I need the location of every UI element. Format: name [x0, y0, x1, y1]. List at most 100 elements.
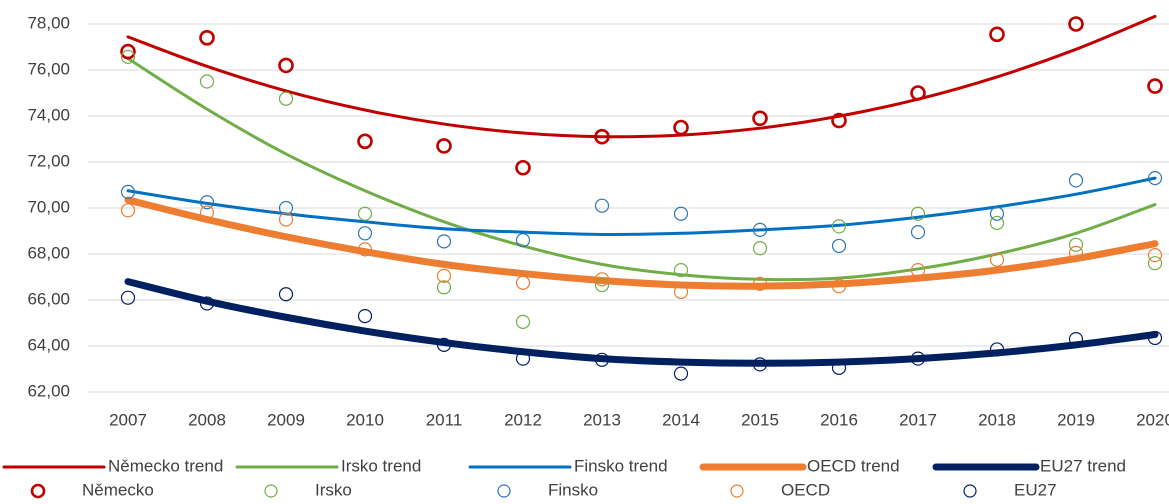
- y-tick-label: 78,00: [27, 13, 70, 32]
- y-tick-label: 74,00: [27, 105, 70, 124]
- data-point: [278, 212, 294, 227]
- data-point: [673, 366, 689, 381]
- x-tick-label: 2012: [504, 410, 542, 429]
- x-tick-label: 2013: [583, 410, 621, 429]
- data-point: [594, 352, 610, 367]
- data-point: [199, 296, 215, 311]
- data-point: [199, 205, 215, 220]
- data-point: [752, 222, 768, 237]
- x-tick-label: 2017: [899, 410, 937, 429]
- data-point: [278, 91, 294, 106]
- trend-lines: [124, 14, 1159, 367]
- y-tick-label: 70,00: [27, 197, 70, 216]
- data-point: [120, 203, 136, 218]
- data-point: [594, 198, 610, 213]
- y-tick-label: 64,00: [27, 335, 70, 354]
- data-point: [673, 206, 689, 221]
- trend-line: [126, 176, 1157, 236]
- data-point: [1068, 332, 1084, 347]
- y-tick-label: 76,00: [27, 59, 70, 78]
- data-point: [1068, 16, 1084, 32]
- data-point: [1068, 237, 1084, 252]
- legend-label: Irsko trend: [341, 456, 421, 475]
- data-point: [515, 233, 531, 248]
- data-point: [1147, 330, 1163, 346]
- data-point: [989, 26, 1005, 43]
- data-point: [989, 206, 1005, 221]
- legend-label: Německo trend: [108, 456, 223, 475]
- data-point: [752, 276, 768, 291]
- trend-line: [126, 14, 1157, 139]
- legend-swatch: [30, 483, 46, 499]
- y-tick-label: 68,00: [27, 243, 70, 262]
- x-tick-label: 2014: [662, 410, 700, 429]
- data-point: [436, 280, 452, 295]
- x-tick-label: 2016: [820, 410, 858, 429]
- data-point: [831, 112, 847, 129]
- data-point: [594, 272, 610, 287]
- data-point: [831, 279, 847, 294]
- data-point: [1068, 245, 1084, 260]
- data-point: [910, 263, 926, 278]
- x-tick-label: 2009: [267, 410, 305, 429]
- x-tick-label: 2011: [426, 410, 463, 429]
- trend-line: [124, 278, 1159, 367]
- data-point: [515, 351, 531, 366]
- data-point: [199, 29, 215, 46]
- data-point: [752, 110, 768, 127]
- data-point: [120, 184, 136, 199]
- legend: Německo trend Irsko trend Finsko trend OECD…: [2, 456, 1126, 499]
- data-point: [357, 242, 373, 257]
- data-point: [910, 85, 926, 101]
- legend-label: OECD trend: [807, 456, 900, 475]
- x-tick-label: 2018: [978, 410, 1016, 429]
- x-tick-label: 2015: [741, 410, 779, 429]
- x-tick-label: 2010: [346, 410, 384, 429]
- legend-label: Německo: [82, 480, 154, 499]
- data-point: [199, 195, 215, 210]
- data-point: [278, 200, 294, 216]
- y-tick-label: 66,00: [27, 289, 70, 308]
- data-point: [278, 287, 294, 302]
- data-point: [436, 337, 452, 352]
- x-tick-label: 2008: [188, 410, 226, 429]
- data-point: [752, 357, 768, 372]
- data-point: [436, 138, 452, 154]
- data-point: [594, 277, 610, 293]
- data-point: [831, 219, 847, 234]
- data-point: [357, 226, 373, 241]
- data-point: [910, 206, 926, 221]
- data-point: [1068, 173, 1084, 188]
- data-point: [436, 268, 452, 283]
- data-point: [1147, 256, 1163, 271]
- data-point: [199, 74, 215, 89]
- data-point: [831, 360, 847, 375]
- data-point: [594, 128, 610, 145]
- x-tick-label: 2019: [1057, 410, 1095, 429]
- legend-label: EU27: [1014, 480, 1057, 499]
- data-point: [515, 314, 531, 329]
- x-tick-label: 2007: [109, 410, 147, 429]
- legend-label: Finsko trend: [574, 456, 668, 475]
- data-point: [831, 238, 847, 254]
- data-point: [357, 309, 373, 324]
- trend-line: [124, 196, 1159, 290]
- data-point: [515, 159, 531, 176]
- data-point: [436, 234, 452, 249]
- data-point: [989, 215, 1005, 231]
- data-points: [120, 16, 1163, 381]
- data-point: [910, 225, 926, 240]
- data-point: [1147, 171, 1163, 186]
- data-point: [989, 342, 1005, 357]
- data-point: [1147, 248, 1163, 263]
- data-point: [515, 275, 531, 290]
- legend-label: Irsko: [315, 480, 352, 499]
- data-point: [120, 290, 136, 305]
- legend-label: OECD: [781, 480, 830, 499]
- legend-swatch: [264, 484, 278, 498]
- legend-label: Finsko: [548, 480, 598, 499]
- legend-label: EU27 trend: [1040, 456, 1126, 475]
- x-tick-label: 2020: [1136, 410, 1169, 429]
- legend-swatch: [497, 484, 511, 498]
